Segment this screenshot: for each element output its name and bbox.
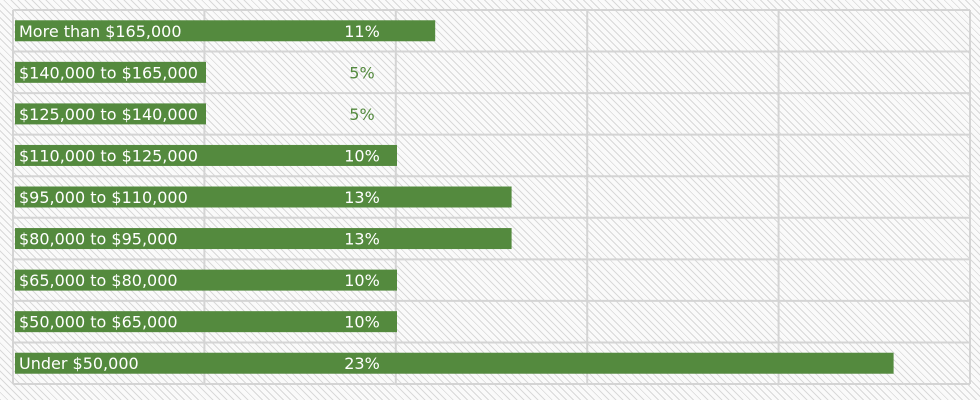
bar-row: $50,000 to $65,000 10% [15,311,397,333]
bar-row: $140,000 to $165,000 5% [15,61,375,83]
value-label: 13% [344,188,380,207]
bar-row: $65,000 to $80,000 10% [15,269,397,291]
bar [15,186,512,208]
category-label: $110,000 to $125,000 [19,146,198,165]
value-label: 10% [344,313,380,332]
category-label: $95,000 to $110,000 [19,188,188,207]
bar [15,103,206,125]
category-label: More than $165,000 [19,22,182,41]
bar [15,311,397,333]
bar-row: Under $50,000 23% [15,352,894,374]
value-label: 11% [344,22,380,41]
category-label: $80,000 to $95,000 [19,230,178,249]
value-label: 5% [349,63,374,82]
bar-row: $95,000 to $110,000 13% [15,186,512,208]
bar-row: $110,000 to $125,000 10% [15,144,397,166]
bar-row: $125,000 to $140,000 5% [15,103,375,125]
category-label: $125,000 to $140,000 [19,105,198,124]
value-label: 10% [344,271,380,290]
bars: More than $165,000 11% $140,000 to $165,00… [15,20,894,374]
value-label: 13% [344,230,380,249]
bar-row: More than $165,000 11% [15,20,436,42]
bar [15,269,397,291]
bar [15,61,206,83]
bar [15,352,894,374]
category-label: $140,000 to $165,000 [19,63,198,82]
category-label: $50,000 to $65,000 [19,313,178,332]
grid-lines [12,9,971,385]
value-label: 10% [344,146,380,165]
category-label: $65,000 to $80,000 [19,271,178,290]
bar [15,144,397,166]
value-label: 23% [344,354,380,373]
category-label: Under $50,000 [19,354,139,373]
bar [15,20,436,42]
bar [15,228,512,250]
value-label: 5% [349,105,374,124]
bar-row: $80,000 to $95,000 13% [15,228,512,250]
